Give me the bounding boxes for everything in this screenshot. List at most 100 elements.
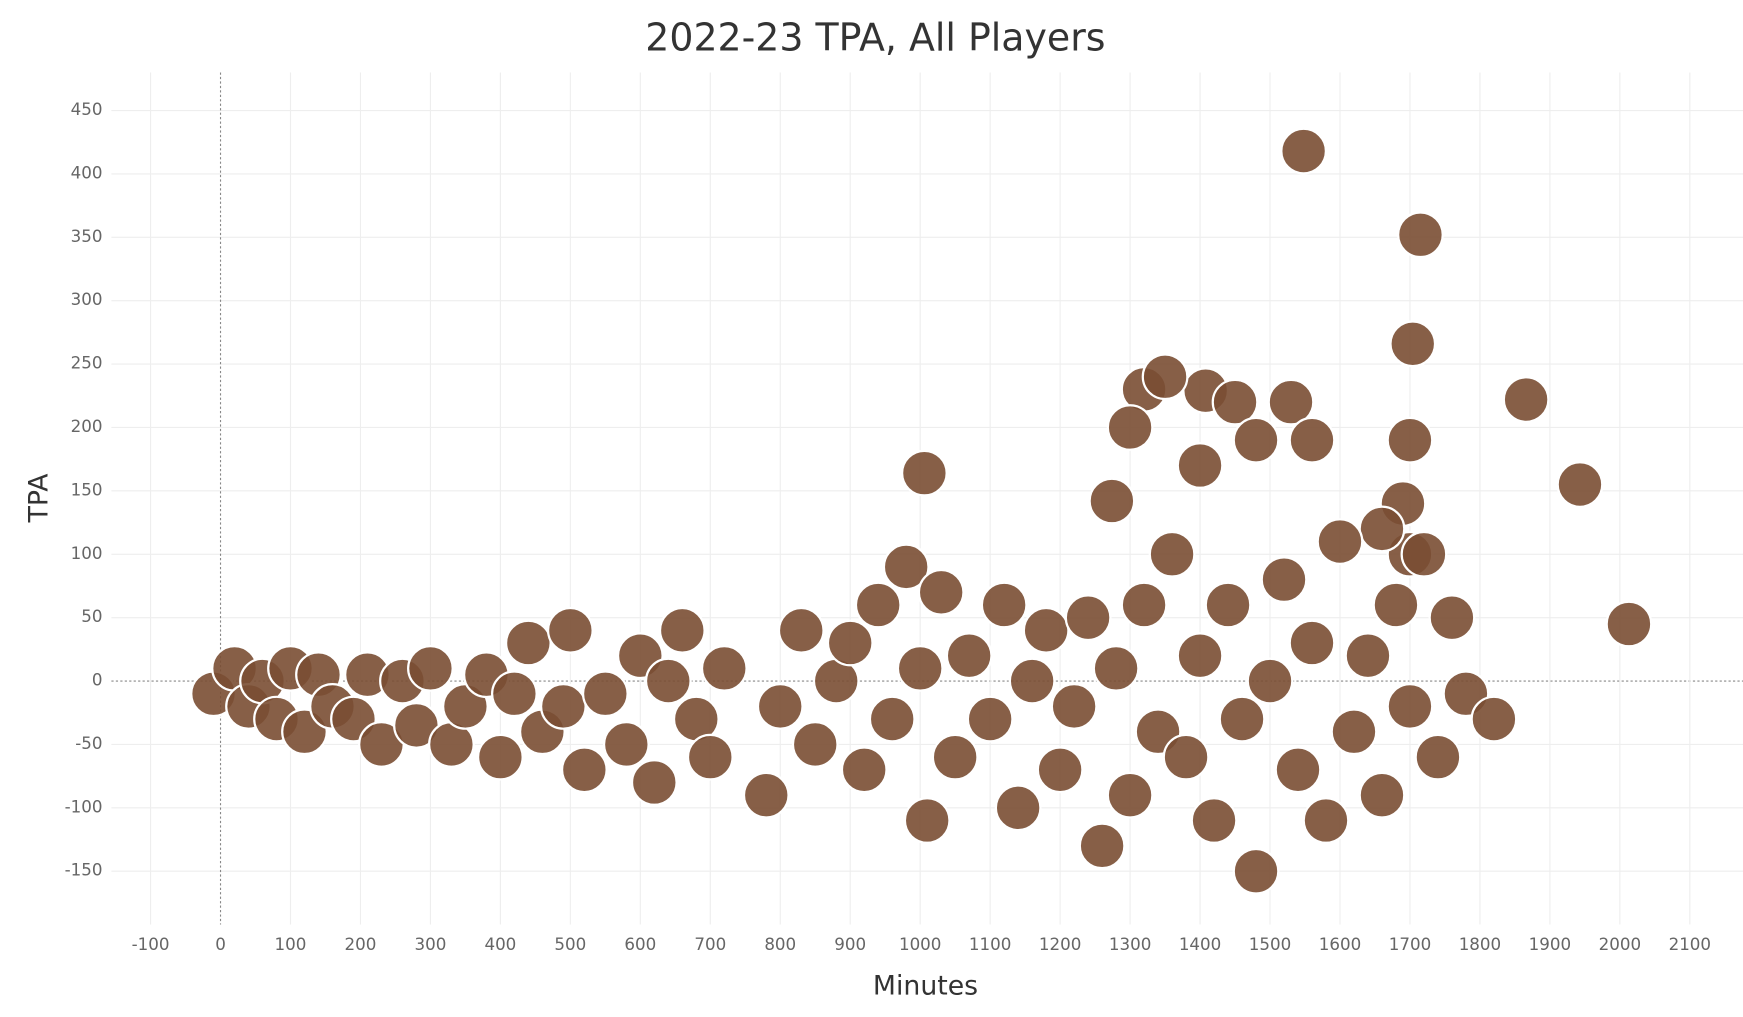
player-point <box>1414 733 1462 781</box>
player-point <box>742 771 790 819</box>
player-point <box>1036 746 1084 794</box>
player-point <box>581 670 629 718</box>
player-point <box>1218 695 1266 743</box>
player-point <box>868 695 916 743</box>
player-point <box>504 619 552 667</box>
player-point <box>1204 581 1252 629</box>
x-tick-label: 500 <box>554 934 586 954</box>
player-point <box>630 759 678 806</box>
player-point <box>1358 505 1406 553</box>
player-point <box>407 644 454 692</box>
player-point <box>1190 797 1238 844</box>
y-tick-label: 250 <box>71 353 103 373</box>
player-point <box>1288 619 1336 667</box>
player-point <box>854 581 902 629</box>
player-point <box>1316 518 1364 565</box>
player-point <box>1330 708 1378 756</box>
player-point <box>644 657 692 705</box>
player-point <box>882 543 930 591</box>
player-point <box>1280 127 1327 175</box>
player-point <box>1502 376 1550 423</box>
x-tick-label: 700 <box>694 934 726 954</box>
player-point <box>1141 353 1189 401</box>
player-point <box>756 683 804 730</box>
x-tick-label: 300 <box>414 934 446 954</box>
player-point <box>1386 416 1434 464</box>
y-tick-label: -50 <box>75 733 102 753</box>
player-point <box>1092 644 1140 692</box>
player-point <box>1064 594 1112 642</box>
x-tick-label: 900 <box>834 934 866 954</box>
player-point <box>1605 600 1653 648</box>
y-tick-label: -150 <box>65 860 103 880</box>
player-point <box>900 449 948 497</box>
player-point <box>917 568 965 616</box>
x-tick-label: 2000 <box>1599 934 1641 954</box>
y-tick-label: 400 <box>71 162 103 182</box>
player-point <box>1106 404 1154 451</box>
y-tick-label: 300 <box>71 289 103 309</box>
player-point <box>896 644 944 692</box>
y-tick-label: 50 <box>81 606 102 626</box>
player-point <box>1428 594 1476 642</box>
x-tick-label: 1600 <box>1319 934 1361 954</box>
player-point <box>1106 771 1154 819</box>
player-point <box>1078 822 1126 870</box>
x-tick-label: 1300 <box>1109 934 1151 954</box>
player-point <box>1120 581 1168 629</box>
y-tick-label: 100 <box>71 543 103 563</box>
x-tick-label: 200 <box>345 934 377 954</box>
player-point <box>1162 733 1210 781</box>
x-tick-label: 1000 <box>899 934 941 954</box>
player-point <box>966 695 1014 743</box>
player-point <box>1176 442 1224 489</box>
x-tick-label: 1100 <box>969 934 1011 954</box>
x-tick-label: 1900 <box>1529 934 1571 954</box>
x-tick-label: 1400 <box>1179 934 1221 954</box>
player-point <box>1232 847 1280 895</box>
player-point <box>980 581 1028 629</box>
player-point <box>840 746 888 794</box>
player-point <box>602 721 650 768</box>
player-point <box>903 797 951 844</box>
x-tick-label: 1700 <box>1389 934 1431 954</box>
player-point <box>1176 632 1224 680</box>
x-axis-title: Minutes <box>873 970 978 1001</box>
player-point <box>1246 657 1294 705</box>
player-point <box>945 632 993 680</box>
x-tick-label: 1200 <box>1039 934 1081 954</box>
y-axis-title: TPA <box>24 473 55 524</box>
player-point <box>1232 416 1280 464</box>
x-tick-label: 1800 <box>1459 934 1501 954</box>
player-point <box>700 644 748 692</box>
chart-title: 2022-23 TPA, All Players <box>645 16 1105 60</box>
player-point <box>1302 797 1350 844</box>
player-point <box>1372 581 1420 629</box>
x-tick-label: 400 <box>484 934 516 954</box>
player-point <box>1274 746 1322 794</box>
player-point <box>1389 320 1437 368</box>
y-tick-label: -100 <box>65 796 103 816</box>
player-point <box>560 746 608 794</box>
player-point <box>1556 461 1604 508</box>
x-tick-label: 100 <box>275 934 307 954</box>
player-point <box>1088 477 1136 525</box>
y-tick-label: 200 <box>71 416 103 436</box>
player-point <box>994 784 1042 832</box>
player-point <box>477 733 524 781</box>
y-tick-label: 150 <box>71 479 103 499</box>
player-point <box>1260 556 1308 604</box>
y-tick-label: 350 <box>71 226 103 246</box>
player-point <box>1344 632 1392 680</box>
x-tick-label: 800 <box>764 934 796 954</box>
player-point <box>791 721 839 768</box>
x-tick-label: -100 <box>132 934 170 954</box>
player-point <box>1397 211 1444 259</box>
player-point <box>1267 378 1315 426</box>
player-point <box>1050 683 1098 730</box>
player-point <box>546 606 594 654</box>
x-tick-label: 2100 <box>1669 934 1711 954</box>
y-tick-label: 450 <box>71 99 103 119</box>
